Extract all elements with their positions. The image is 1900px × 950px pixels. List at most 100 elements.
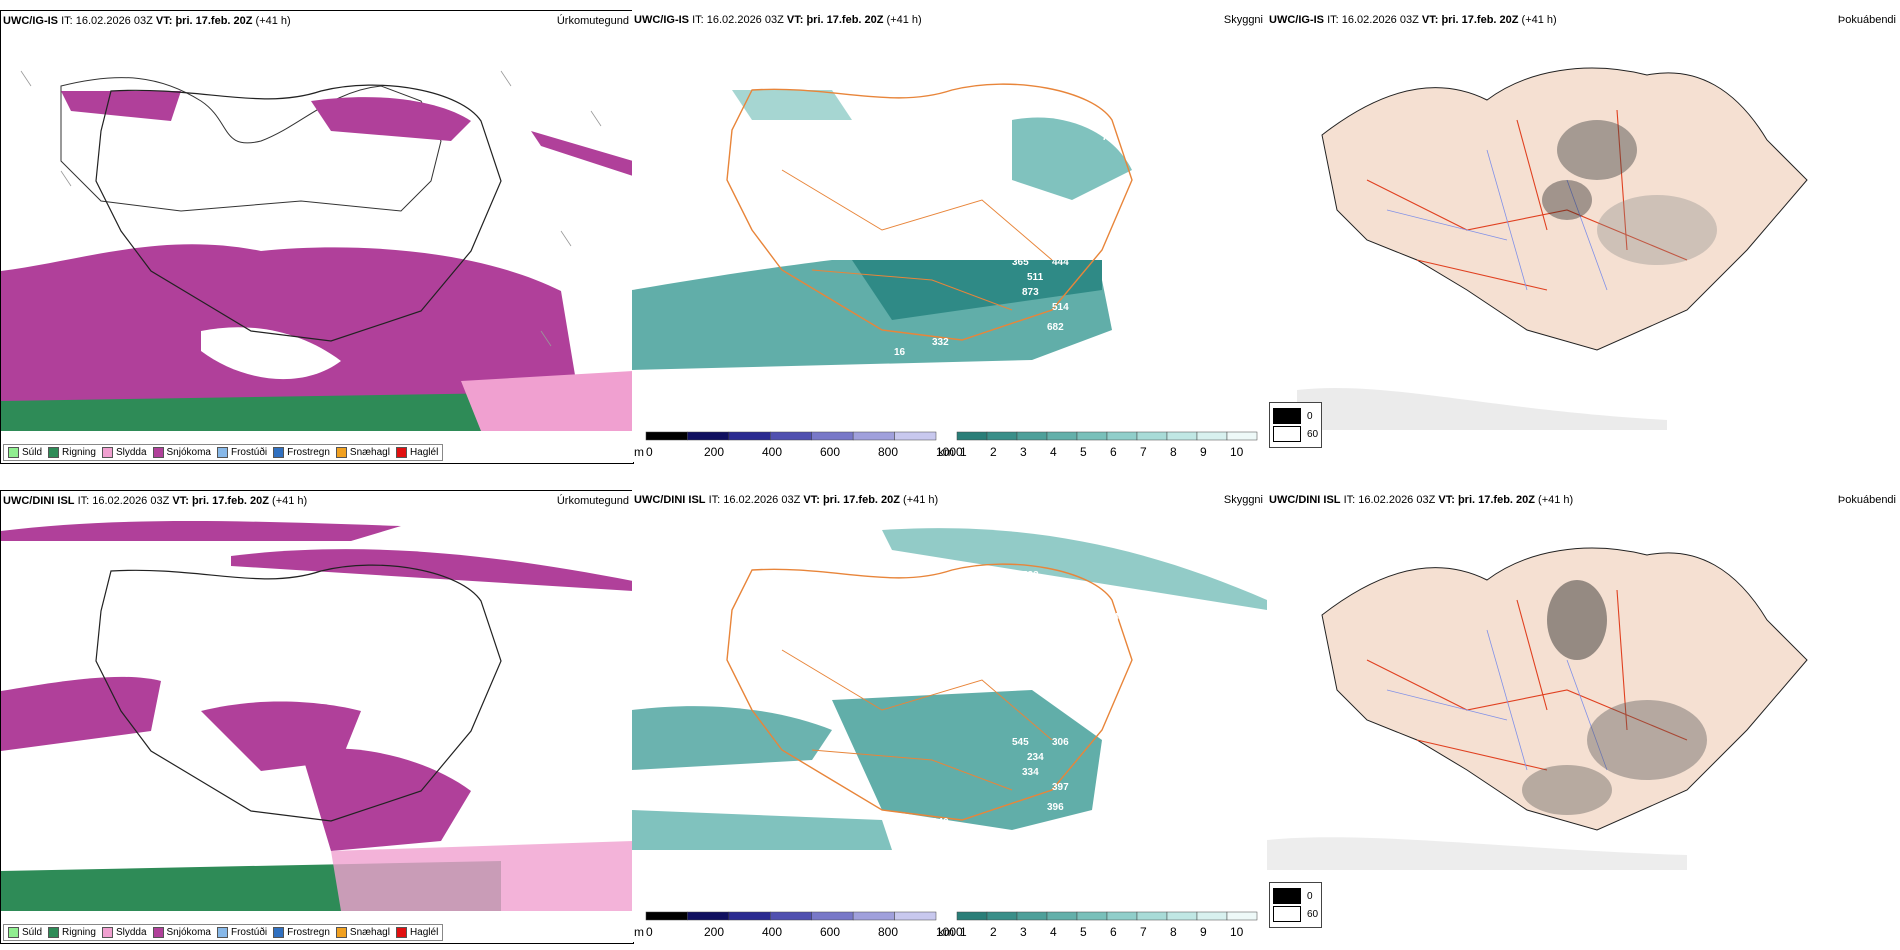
legend-swatch (335, 927, 347, 938)
precip-amount-label: 514 (1052, 302, 1069, 313)
panel-title: Skyggni (1223, 494, 1263, 506)
precip-amount-label: 506 (917, 372, 934, 383)
scale-tick-label: 6 (1110, 925, 1117, 939)
scale-swatch (1136, 431, 1168, 441)
scale-swatch (645, 431, 688, 441)
scale-tick-label: 5 (1080, 445, 1087, 459)
legend-swatch (48, 927, 60, 938)
legend-label: Frostregn (287, 927, 330, 938)
legend-label: Frostúði (230, 927, 268, 938)
precip-amount-label: 263 (997, 577, 1014, 588)
scale-tick-label: 2 (990, 445, 997, 459)
scale-tick-label: 1 (960, 445, 967, 459)
legend-item: Frostúði (216, 927, 268, 938)
precip-type-legend: Súld Rigning Slydda Snjókoma Frostúði Frostre… (3, 924, 444, 941)
precip-type-map (1, 70, 633, 431)
scale-unit-m: m (634, 445, 644, 459)
legend-swatch (216, 447, 228, 458)
legend-swatch (273, 927, 285, 938)
precip-amount-label: 511 (1027, 272, 1044, 283)
precip-amount-label: 822 (997, 97, 1014, 108)
legend-label: Snjókoma (166, 927, 211, 938)
scale-unit-km: km (938, 925, 954, 939)
precip-amount-label: 682 (1047, 322, 1064, 333)
fog-legend: 0 60 (1269, 402, 1323, 448)
scale-swatch (1106, 431, 1138, 441)
scale-swatch (1046, 431, 1078, 441)
precip-amount-label: 397 (1052, 782, 1069, 793)
scale-swatch (956, 911, 988, 921)
fog-map (1297, 67, 1808, 430)
legend-item: Frostregn (273, 927, 330, 938)
precip-amount-label: 78 (1102, 132, 1114, 143)
scale-tick-label: 1 (960, 925, 967, 939)
legend-swatch (152, 447, 164, 458)
scale-tick-label: 10 (1230, 925, 1244, 939)
panel-header: UWC/IG-IS IT: 16.02.2026 03Z VT: þri. 17… (3, 15, 291, 27)
legend-label: Haglél (409, 447, 439, 458)
scale-tick-label: 7 (1140, 445, 1147, 459)
legend-swatch (395, 447, 407, 458)
scale-tick-label: 1000 (936, 925, 963, 939)
scale-swatch (894, 431, 937, 441)
precip-type-panel-top: UWC/IG-IS IT: 16.02.2026 03Z VT: þri. 17… (0, 10, 634, 464)
scale-swatch (1226, 431, 1258, 441)
legend-item: Súld (8, 927, 42, 938)
legend-item: Súld (8, 447, 42, 458)
precip-amount-label: 584 (1102, 612, 1119, 623)
legend-item: Rigning (48, 447, 96, 458)
precip-type-panel-bottom: UWC/DINI ISL IT: 16.02.2026 03Z VT: þri.… (0, 490, 634, 944)
scale-swatch (956, 431, 988, 441)
scale-swatch (728, 431, 771, 441)
legend-swatch (101, 927, 113, 938)
scale-tick-label: 800 (878, 445, 898, 459)
legend-label: Haglél (409, 927, 439, 938)
scale-tick-label: 4 (1050, 925, 1057, 939)
scale-tick-label: 9 (1200, 925, 1207, 939)
scale-swatch (1166, 431, 1198, 441)
legend-item: Haglél (395, 927, 439, 938)
scale-unit-km: km (938, 445, 954, 459)
scale-tick-label: 1000 (936, 445, 963, 459)
scale-tick-label: 200 (704, 925, 724, 939)
scale-tick-label: 5 (1080, 925, 1087, 939)
precip-amount-label: 234 (1027, 752, 1044, 763)
legend-label: Súld (22, 447, 43, 458)
scale-tick-label: 0 (646, 445, 653, 459)
scale-tick-label: 600 (820, 925, 840, 939)
precip-amount-label: 365 (1012, 257, 1029, 268)
scale-swatch (852, 431, 895, 441)
scale-tick-label: 600 (820, 445, 840, 459)
legend-swatch (273, 447, 285, 458)
scale-swatch (728, 911, 771, 921)
model-name: UWC/IG-IS (3, 15, 58, 27)
scale-swatch (1166, 911, 1198, 921)
scale-swatch (1196, 431, 1228, 441)
scale-swatch (1196, 911, 1228, 921)
panel-title: Úrkomutegund (556, 15, 629, 27)
scale-swatch (852, 911, 895, 921)
fog-map (1267, 547, 1808, 870)
scale-swatch (894, 911, 937, 921)
legend-label: Slydda (115, 447, 147, 458)
scale-swatch (811, 911, 854, 921)
precip-amount-label: 545 (1012, 737, 1029, 748)
scale-swatch (770, 431, 812, 441)
legend-swatch (152, 927, 164, 938)
scale-tick-label: 3 (1020, 445, 1027, 459)
scale-tick-label: 4 (1050, 445, 1057, 459)
precip-amount-label: 873 (1022, 287, 1039, 298)
scale-swatch (1046, 911, 1078, 921)
precip-amount-label: 396 (1047, 802, 1064, 813)
legend-swatch (335, 447, 347, 458)
precip-amount-label: 920 (712, 397, 729, 408)
fog-legend: 0 60 (1269, 882, 1323, 928)
scale-tick-label: 8 (1170, 445, 1177, 459)
precip-amount-label: 433 (792, 72, 809, 83)
visibility-map: 360 433 822 357 78 365 444 511 873 514 682 332 16 675… (632, 50, 1133, 408)
precip-amount-label: 940 (932, 817, 949, 828)
legend-swatch (101, 447, 113, 458)
legend-swatch (395, 927, 407, 938)
